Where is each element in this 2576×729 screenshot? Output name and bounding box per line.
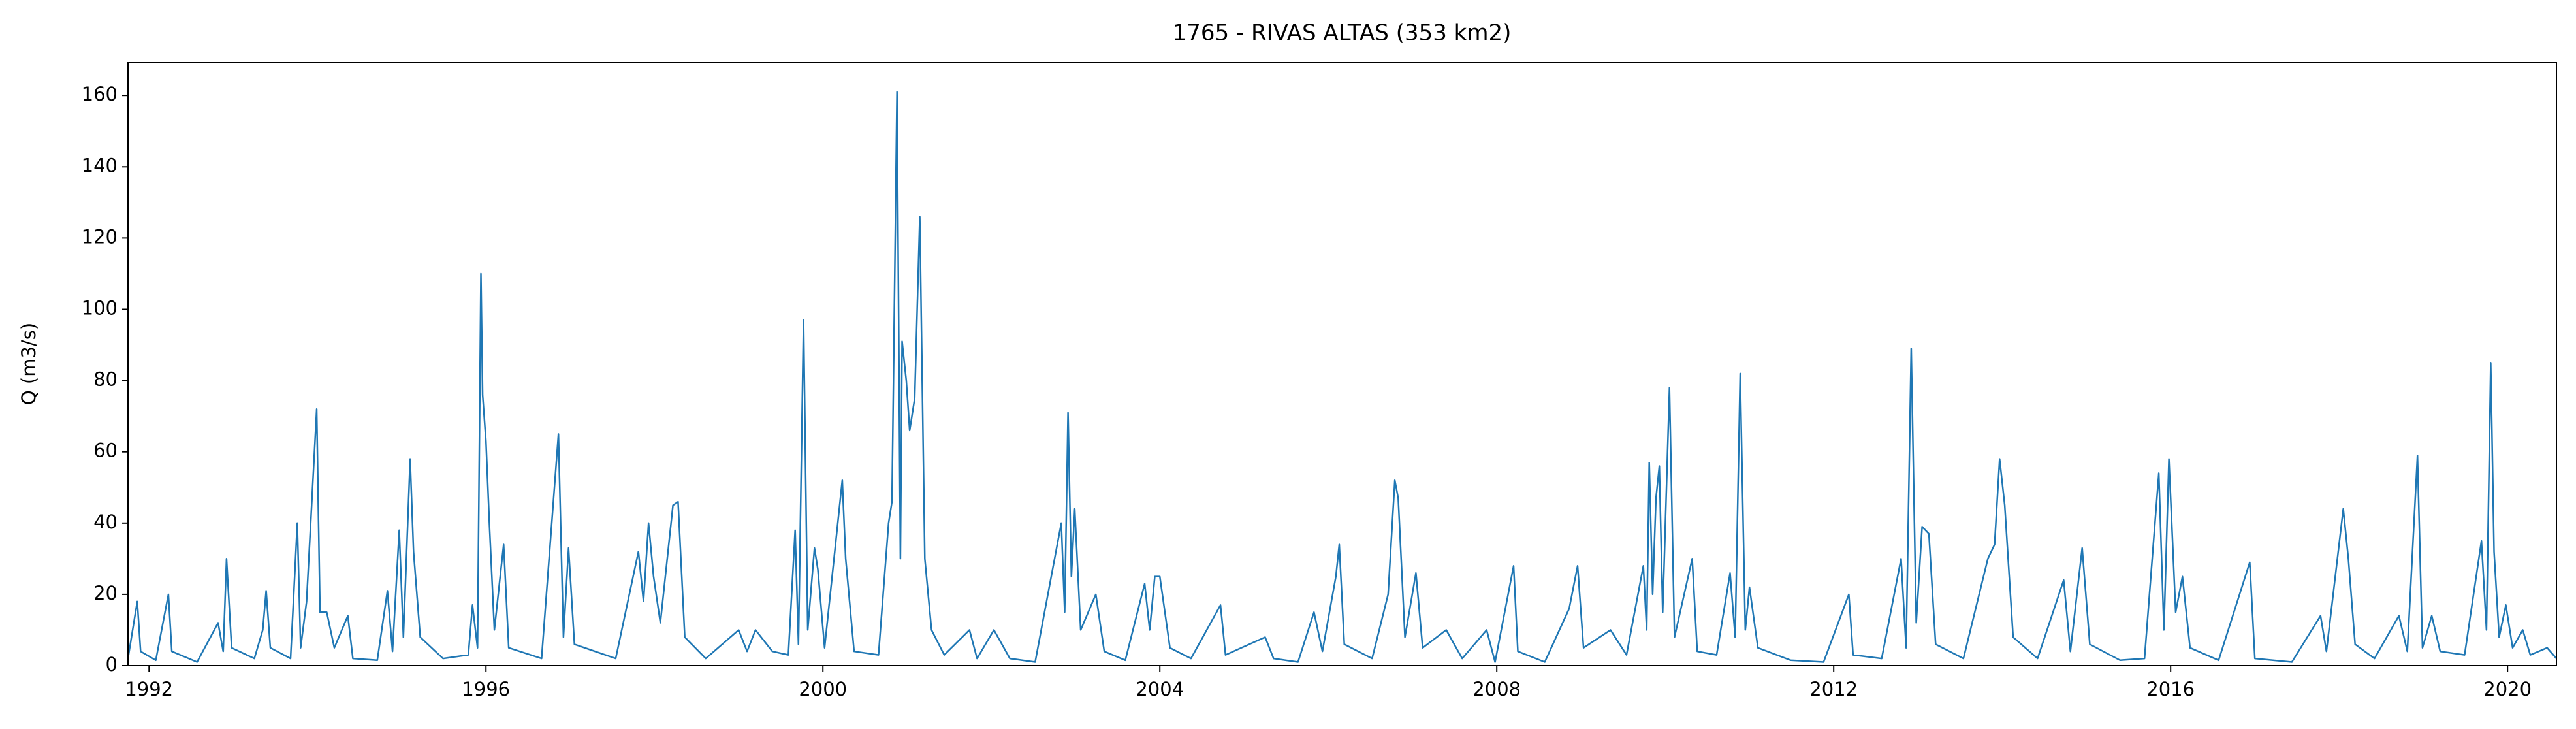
y-tick-label: 20	[93, 582, 118, 604]
x-tick-label: 1992	[125, 678, 173, 700]
y-tick-label: 160	[82, 83, 118, 105]
y-tick-label: 0	[106, 653, 118, 675]
y-tick-label: 100	[82, 297, 118, 319]
flow-line	[127, 91, 2557, 663]
chart-title: 1765 - RIVAS ALTAS (353 km2)	[1173, 20, 1512, 46]
x-tick-label: 2020	[2483, 678, 2532, 700]
y-tick-label: 60	[93, 440, 118, 462]
y-axis-label: Q (m3/s)	[18, 323, 40, 405]
x-tick-label: 2000	[799, 678, 847, 700]
y-tick-label: 140	[82, 154, 118, 176]
x-tick-label: 2004	[1136, 678, 1184, 700]
x-tick-label: 1996	[462, 678, 510, 700]
y-tick-label: 80	[93, 368, 118, 391]
x-tick-label: 2016	[2146, 678, 2195, 700]
y-tick-label: 40	[93, 511, 118, 533]
y-tick-label: 120	[82, 225, 118, 248]
x-tick-label: 2008	[1472, 678, 1521, 700]
x-tick-label: 2012	[1809, 678, 1858, 700]
plot-frame	[127, 62, 2557, 666]
